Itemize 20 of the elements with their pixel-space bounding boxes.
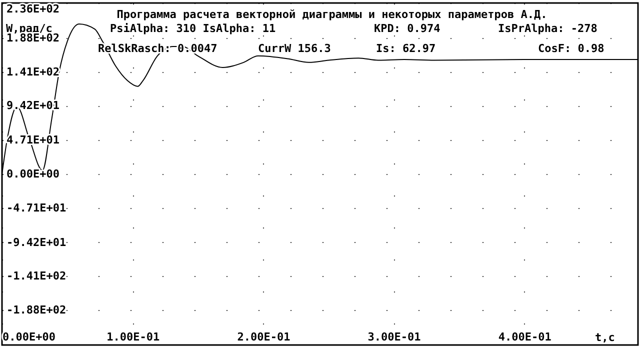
annotation: CurrW 156.3: [258, 42, 331, 55]
y-tick-label: -1.41E+02: [6, 270, 66, 283]
x-tick-label: 3.00E-01: [368, 330, 422, 344]
y-tick-label: -1.88E+02: [6, 304, 66, 317]
y-tick-label: -9.42E+01: [6, 236, 66, 249]
y-tick-label: 1.41E+02: [6, 65, 60, 78]
annotation: KPD: 0.974: [374, 22, 441, 35]
annotation: IsPrAlpha: -278: [498, 22, 598, 35]
y-tick-label: -4.71E+01: [6, 202, 66, 215]
x-tick-label: 1.00E-01: [106, 330, 160, 344]
annotation: PsiAlpha: 310 IsAlpha: 11: [110, 22, 276, 35]
annotation: CosF: 0.98: [538, 42, 604, 55]
y-tick-label: 2.36E+02: [6, 2, 60, 16]
y-axis-title: W,рад/с: [6, 22, 52, 35]
x-axis-title: t,c: [595, 331, 615, 344]
annotation: Is: 62.97: [376, 42, 436, 55]
x-tick-label: 4.00E-01: [498, 330, 552, 344]
x-tick-label: 2.00E-01: [237, 330, 291, 344]
y-tick-label: 0.00E+00: [6, 168, 60, 180]
chart-title: Программа расчета векторной диаграммы и некоторых параметров А.Д.: [116, 8, 548, 21]
